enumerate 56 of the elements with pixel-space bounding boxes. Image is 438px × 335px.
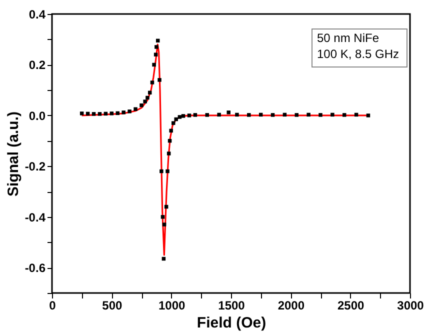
point bbox=[110, 112, 114, 116]
x-axis-title: Field (Oe) bbox=[196, 314, 266, 332]
point bbox=[171, 121, 176, 125]
point bbox=[143, 100, 147, 104]
point bbox=[146, 96, 150, 100]
point bbox=[152, 62, 156, 67]
point bbox=[247, 113, 251, 117]
point bbox=[169, 128, 173, 133]
x-tick-label: 1500 bbox=[218, 298, 246, 312]
point bbox=[217, 112, 221, 117]
point bbox=[128, 110, 132, 114]
point bbox=[166, 169, 170, 174]
x-tick-label: 3000 bbox=[397, 298, 424, 312]
point bbox=[166, 152, 171, 156]
x-tick-label: 2500 bbox=[337, 298, 365, 312]
y-tick-label: 0.0 bbox=[28, 108, 46, 123]
y-axis-title: Signal (a.u.) bbox=[4, 111, 22, 197]
point bbox=[226, 110, 230, 114]
point bbox=[366, 114, 370, 118]
point bbox=[158, 78, 162, 82]
x-tick-label: 500 bbox=[102, 298, 122, 312]
annotation: 50 nm NiFe 100 K, 8.5 GHz bbox=[317, 31, 400, 61]
point bbox=[187, 114, 192, 118]
point bbox=[318, 113, 322, 117]
point bbox=[80, 112, 84, 116]
point bbox=[160, 215, 165, 219]
point bbox=[306, 112, 310, 117]
point bbox=[160, 169, 164, 174]
point bbox=[92, 112, 96, 116]
point bbox=[342, 113, 346, 117]
point bbox=[174, 117, 178, 122]
point bbox=[154, 52, 158, 56]
point bbox=[294, 113, 299, 117]
point bbox=[270, 113, 275, 117]
point bbox=[205, 113, 210, 117]
y-tick-label: 0.4 bbox=[28, 8, 46, 22]
point bbox=[150, 80, 154, 84]
point bbox=[178, 115, 182, 119]
point bbox=[162, 222, 166, 226]
point bbox=[193, 113, 198, 117]
point bbox=[98, 112, 102, 116]
line-series bbox=[81, 44, 370, 256]
point bbox=[330, 112, 334, 117]
point bbox=[122, 110, 126, 114]
point bbox=[235, 112, 239, 117]
x-tick-label: 1000 bbox=[158, 298, 186, 312]
point bbox=[181, 114, 186, 118]
y-tick-label: -0.4 bbox=[24, 210, 46, 224]
point bbox=[140, 103, 144, 108]
x-tick-label: 2000 bbox=[278, 298, 305, 312]
point bbox=[154, 45, 158, 49]
y-tick-label: 0.2 bbox=[28, 58, 46, 72]
x-tick-label: 0 bbox=[49, 298, 56, 312]
y-tick-label: -0.6 bbox=[24, 261, 46, 276]
y-tick-label: -0.2 bbox=[24, 160, 46, 174]
point bbox=[134, 107, 138, 111]
